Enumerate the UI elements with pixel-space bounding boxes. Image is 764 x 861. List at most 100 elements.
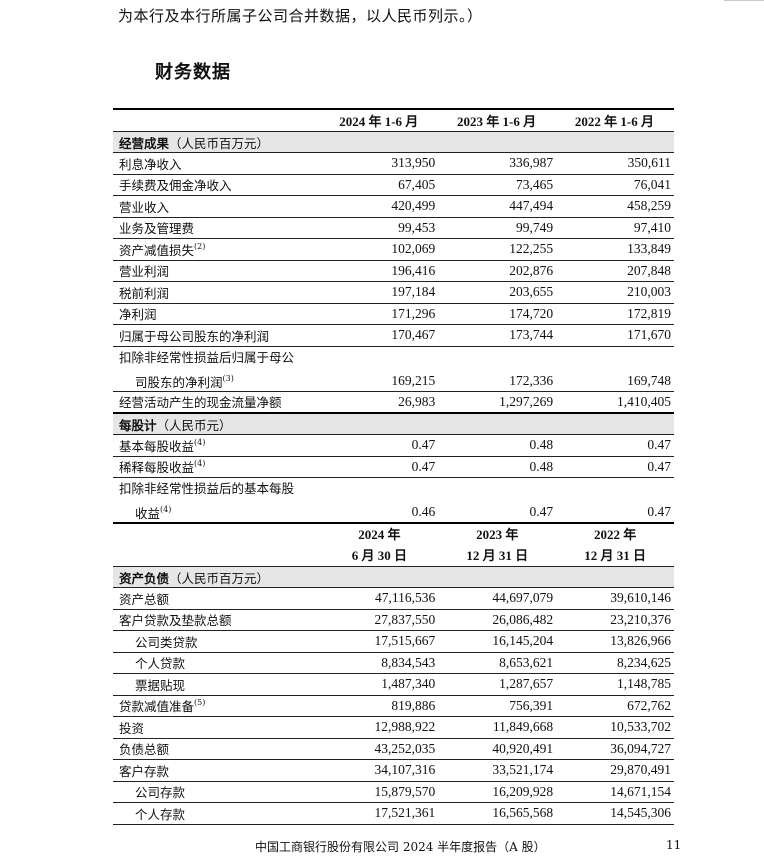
column-header: 2022 年 12 月 31 日 bbox=[556, 522, 674, 567]
section-title: 经营成果 bbox=[119, 135, 170, 151]
footer-text: 中国工商银行股份有限公司 2024 半年度报告（A 股） bbox=[255, 840, 546, 854]
row-label-text: 业务及管理费 bbox=[119, 221, 195, 237]
value-cell: 16,565,568 bbox=[438, 802, 557, 825]
table-row: 公司存款 15,879,570 16,209,928 14,671,154 bbox=[113, 781, 674, 803]
row-label: 税前利润 bbox=[113, 281, 321, 304]
row-label: 客户贷款及垫款总额 bbox=[113, 609, 321, 631]
value-cell: 313,950 bbox=[320, 152, 439, 175]
value-cell: 76,041 bbox=[556, 174, 674, 196]
footnote-marker: (2) bbox=[194, 241, 206, 251]
value-cell: 73,465 bbox=[438, 174, 557, 196]
header-blank-cell bbox=[113, 522, 321, 567]
value-cell: 173,744 bbox=[438, 324, 557, 347]
row-label-text: 公司存款 bbox=[135, 785, 186, 801]
value-cell: 16,209,928 bbox=[438, 781, 557, 803]
value-cell: 17,521,361 bbox=[320, 802, 439, 825]
row-label-text: 净利润 bbox=[119, 307, 157, 323]
column-header-line: 12 月 31 日 bbox=[466, 548, 529, 563]
value-cell: 174,720 bbox=[438, 303, 557, 325]
value-cell: 0.47 bbox=[556, 434, 674, 457]
row-label-text: 负债总额 bbox=[119, 742, 170, 758]
value-cell: 169,748 bbox=[556, 346, 674, 392]
table-row: 营业利润 196,416 202,876 207,848 bbox=[113, 260, 674, 282]
value-cell: 0.48 bbox=[438, 456, 557, 478]
section-title: 每股计 bbox=[119, 417, 157, 433]
row-label-line1: 扣除非经常性损益后的基本每股 bbox=[119, 481, 295, 496]
footnote-marker: (4) bbox=[194, 459, 206, 469]
row-label-text: 司股东的净利润 bbox=[135, 374, 223, 390]
row-label: 资产总额 bbox=[113, 587, 321, 610]
section-header-cell: 经营成果（人民币百万元） bbox=[113, 131, 674, 153]
row-label-text: 收益 bbox=[135, 506, 161, 521]
value-cell: 99,453 bbox=[320, 217, 439, 239]
value-cell: 170,467 bbox=[320, 324, 439, 347]
value-cell: 0.47 bbox=[320, 434, 439, 457]
intro-text: 为本行及本行所属子公司合并数据，以人民币列示。） bbox=[118, 7, 483, 25]
column-header-line: 2024 年 bbox=[358, 527, 401, 542]
row-label: 经营活动产生的现金流量净额 bbox=[113, 391, 321, 414]
section-title: 资产负债 bbox=[119, 570, 170, 586]
value-cell: 207,848 bbox=[556, 260, 674, 282]
table-row: 投资 12,988,922 11,849,668 10,533,702 bbox=[113, 716, 674, 739]
table-row: 利息净收入 313,950 336,987 350,611 bbox=[113, 152, 674, 175]
row-label-text: 基本每股收益 bbox=[119, 438, 195, 454]
row-label: 贷款减值准备(5) bbox=[113, 695, 321, 717]
value-cell: 97,410 bbox=[556, 217, 674, 239]
table-row: 营业收入 420,499 447,494 458,259 bbox=[113, 195, 674, 218]
row-label: 个人贷款 bbox=[113, 652, 321, 674]
table-row: 扣除非经常性损益后的基本每股 收益(4) 0.46 0.47 0.47 bbox=[113, 477, 674, 524]
value-cell: 11,849,668 bbox=[438, 716, 557, 739]
value-cell: 12,988,922 bbox=[320, 716, 439, 739]
value-cell: 197,184 bbox=[320, 281, 439, 304]
row-label-text: 资产减值损失 bbox=[119, 242, 195, 258]
row-label: 扣除非经常性损益后归属于母公 司股东的净利润(3) bbox=[113, 346, 321, 392]
value-cell: 202,876 bbox=[438, 260, 557, 282]
value-cell: 819,886 bbox=[320, 695, 439, 717]
row-label-text: 客户存款 bbox=[119, 763, 170, 779]
table-row: 个人贷款 8,834,543 8,653,621 8,234,625 bbox=[113, 652, 674, 674]
section-header-cell: 资产负债（人民币百万元） bbox=[113, 566, 674, 588]
row-label: 基本每股收益(4) bbox=[113, 434, 321, 457]
row-label: 利息净收入 bbox=[113, 152, 321, 175]
value-cell: 26,086,482 bbox=[438, 609, 557, 631]
value-cell: 1,297,269 bbox=[438, 391, 557, 414]
row-label-text: 公司类贷款 bbox=[135, 634, 198, 650]
row-label: 归属于母公司股东的净利润 bbox=[113, 324, 321, 347]
section-header-row: 经营成果（人民币百万元） bbox=[113, 131, 674, 153]
value-cell: 29,870,491 bbox=[556, 759, 674, 782]
row-label: 资产减值损失(2) bbox=[113, 238, 321, 261]
value-cell: 39,610,146 bbox=[556, 587, 674, 610]
top-rule bbox=[724, 0, 764, 1]
value-cell: 43,252,035 bbox=[320, 738, 439, 760]
row-label: 个人存款 bbox=[113, 802, 321, 825]
row-label: 公司存款 bbox=[113, 781, 321, 803]
value-cell: 44,697,079 bbox=[438, 587, 557, 610]
value-cell: 67,405 bbox=[320, 174, 439, 196]
column-header: 2024 年 1-6 月 bbox=[320, 108, 439, 132]
value-cell: 1,287,657 bbox=[438, 673, 557, 696]
value-cell: 350,611 bbox=[556, 152, 674, 175]
row-label-text: 利息净收入 bbox=[119, 156, 182, 172]
value-cell: 16,145,204 bbox=[438, 630, 557, 653]
row-label-text: 营业利润 bbox=[119, 264, 170, 280]
row-label-text: 稀释每股收益 bbox=[119, 460, 195, 476]
value-cell: 203,655 bbox=[438, 281, 557, 304]
table-header-row: 2024 年 6 月 30 日 2023 年 12 月 31 日 2022 年 12 月 … bbox=[113, 522, 674, 567]
value-cell: 26,983 bbox=[320, 391, 439, 414]
column-header: 2022 年 1-6 月 bbox=[556, 108, 674, 132]
footnote-marker: (5) bbox=[194, 698, 206, 708]
value-cell: 122,255 bbox=[438, 238, 557, 261]
value-cell: 40,920,491 bbox=[438, 738, 557, 760]
footnote-marker: (4) bbox=[194, 437, 206, 447]
row-label-text: 手续费及佣金净收入 bbox=[119, 178, 232, 194]
footnote-marker: (3) bbox=[222, 373, 234, 383]
column-header-line: 6 月 30 日 bbox=[351, 548, 407, 563]
value-cell: 336,987 bbox=[438, 152, 557, 175]
row-label-text: 个人存款 bbox=[135, 806, 186, 822]
column-header: 2023 年 1-6 月 bbox=[438, 108, 557, 132]
value-cell: 0.47 bbox=[556, 477, 674, 524]
header-blank-cell bbox=[113, 108, 321, 132]
column-header: 2024 年 6 月 30 日 bbox=[320, 522, 439, 567]
value-cell: 133,849 bbox=[556, 238, 674, 261]
value-cell: 0.48 bbox=[438, 434, 557, 457]
